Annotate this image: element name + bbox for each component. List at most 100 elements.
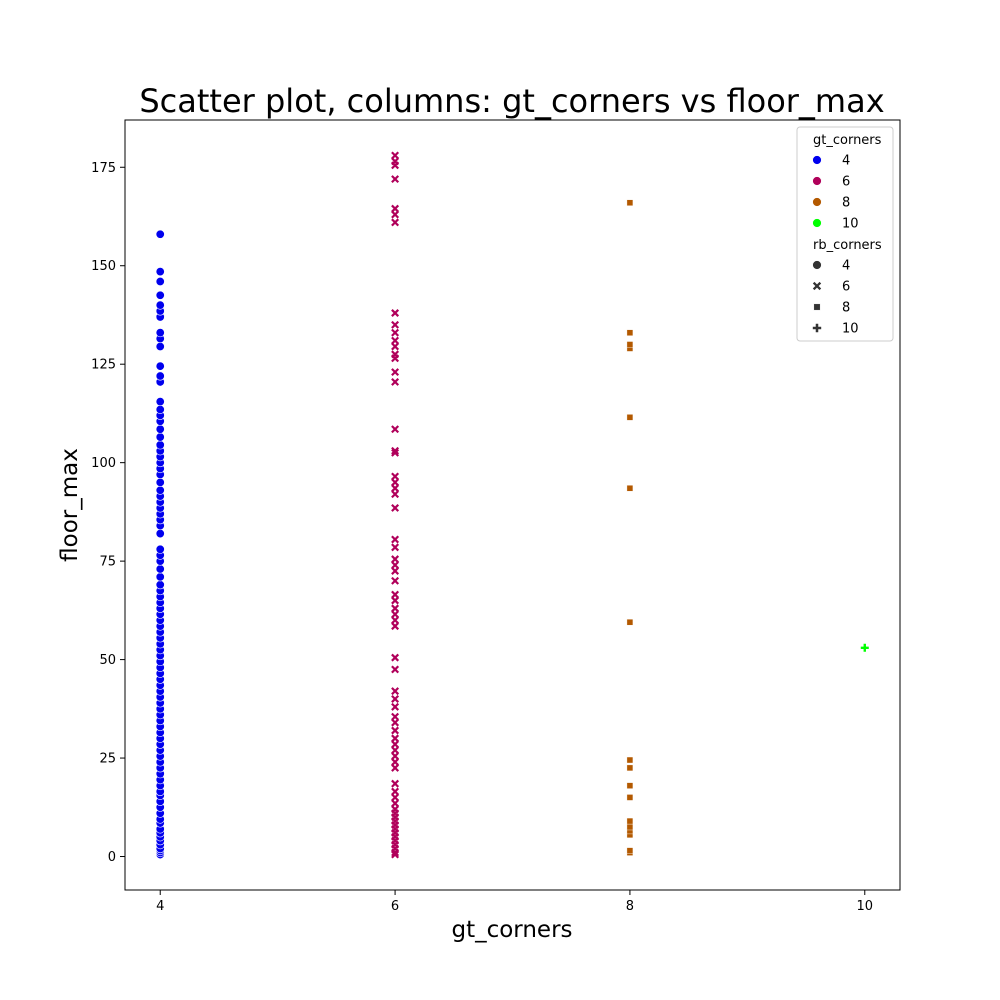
point-gt6-38 xyxy=(391,566,400,575)
legend-hue-entries: 4 6 8 10 xyxy=(812,154,859,232)
point-gt6-66 xyxy=(391,151,400,160)
legend-style-label: 4 xyxy=(842,259,850,274)
legend-style-swatch xyxy=(813,303,821,311)
point-gt6-36 xyxy=(391,590,400,599)
legend-style-label: 6 xyxy=(842,280,850,295)
point-gt8-12 xyxy=(626,414,634,421)
point-gt6-18 xyxy=(391,758,400,766)
x-tick-label: 10 xyxy=(856,899,873,914)
point-gt6-56 xyxy=(391,336,400,345)
point-gt8-8 xyxy=(626,764,634,772)
point-gt4-75 xyxy=(155,404,165,414)
point-gt8-16 xyxy=(626,199,634,206)
legend-hue-swatch xyxy=(812,155,822,165)
point-gt6-42 xyxy=(391,535,400,544)
point-gt6-51 xyxy=(391,377,400,386)
point-gt4-79 xyxy=(155,361,165,371)
point-gt6-28 xyxy=(391,687,400,696)
point-gt6-16 xyxy=(391,779,400,788)
point-gt10-0 xyxy=(860,643,869,652)
point-gt4-51 xyxy=(155,572,165,582)
legend-style-label: 8 xyxy=(842,301,850,316)
point-gt6-34 xyxy=(391,604,400,613)
y-axis-label: floor_max xyxy=(57,448,83,562)
x-axis-label: gt_corners xyxy=(451,917,572,943)
point-gt8-15 xyxy=(626,329,634,336)
point-gt6-13 xyxy=(391,799,400,808)
point-gt6-25 xyxy=(391,712,400,721)
point-gt4-64 xyxy=(155,477,165,487)
point-gt6-35 xyxy=(391,596,400,605)
point-gt4-50 xyxy=(155,580,165,590)
point-gt6-26 xyxy=(391,702,400,711)
point-gt6-17 xyxy=(391,763,400,772)
point-gt6-29 xyxy=(391,665,400,674)
y-tick-label: 25 xyxy=(99,752,116,767)
legend-style-swatch xyxy=(812,281,822,291)
point-gt4-89 xyxy=(155,229,165,239)
point-gt6-22 xyxy=(391,734,400,743)
point-gt6-61 xyxy=(391,210,400,219)
point-gt4-55 xyxy=(155,544,165,554)
legend-style-label: 10 xyxy=(842,322,859,337)
point-gt6-24 xyxy=(391,718,400,727)
legend-style-swatch xyxy=(812,323,822,333)
x-axis-ticks: 4 6 8 10 xyxy=(156,890,873,914)
point-gt6-46 xyxy=(391,478,400,487)
y-tick-label: 150 xyxy=(91,259,116,274)
x-tick-label: 4 xyxy=(156,899,164,914)
legend-hue-label: 6 xyxy=(842,175,850,190)
point-gt6-32 xyxy=(391,616,400,625)
point-gt8-1 xyxy=(626,847,634,854)
point-gt6-15 xyxy=(391,787,400,796)
legend-hue-swatch xyxy=(812,197,822,207)
point-gt4-63 xyxy=(155,485,165,495)
legend-hue-label: 8 xyxy=(842,196,850,211)
point-gt6-27 xyxy=(391,694,400,703)
point-gt4-72 xyxy=(155,424,165,434)
point-gt8-11 xyxy=(626,485,634,492)
plot-frame xyxy=(124,119,901,891)
point-gt6-33 xyxy=(391,610,400,619)
point-gt8-9 xyxy=(626,756,634,764)
data-points xyxy=(155,151,869,860)
point-gt6-62 xyxy=(391,204,400,213)
point-gt6-50 xyxy=(391,425,400,434)
point-gt6-39 xyxy=(391,561,400,570)
point-gt6-57 xyxy=(391,328,400,337)
y-axis-ticks: 0 25 50 75 100 125 150 175 xyxy=(91,161,125,865)
plot-area xyxy=(125,120,900,890)
point-gt6-40 xyxy=(391,555,400,564)
point-gt6-37 xyxy=(391,576,400,585)
point-gt8-7 xyxy=(626,782,634,789)
point-gt8-14 xyxy=(626,341,634,348)
point-gt6-54 xyxy=(391,350,400,359)
point-gt4-78 xyxy=(155,371,165,381)
legend: gt_corners 4 6 8 10 rb_corners 4 6 8 10 xyxy=(796,126,894,342)
legend-hue-label: 10 xyxy=(842,217,859,232)
point-gt4-56 xyxy=(155,529,165,539)
point-gt6-14 xyxy=(391,793,400,802)
legend-style-swatch xyxy=(812,260,822,270)
point-gt6-21 xyxy=(391,740,400,749)
legend-hue-swatch xyxy=(812,218,822,228)
point-gt6-58 xyxy=(391,320,400,329)
point-gt4-76 xyxy=(155,397,165,407)
point-gt4-86 xyxy=(155,290,165,300)
y-tick-label: 0 xyxy=(108,850,116,865)
point-gt4-71 xyxy=(155,432,165,442)
point-gt6-65 xyxy=(391,157,400,166)
legend-hue-label: 4 xyxy=(842,154,850,169)
point-gt4-82 xyxy=(155,328,165,338)
y-tick-label: 175 xyxy=(91,161,116,176)
point-gt4-70 xyxy=(155,440,165,450)
point-gt6-45 xyxy=(391,484,400,493)
point-gt6-49 xyxy=(391,446,400,455)
point-gt6-31 xyxy=(391,622,400,631)
point-gt6-48 xyxy=(391,448,400,457)
point-gt6-55 xyxy=(391,342,400,351)
legend-style-entries: 4 6 8 10 xyxy=(812,259,859,337)
point-gt6-23 xyxy=(391,726,400,735)
x-tick-label: 6 xyxy=(391,899,399,914)
